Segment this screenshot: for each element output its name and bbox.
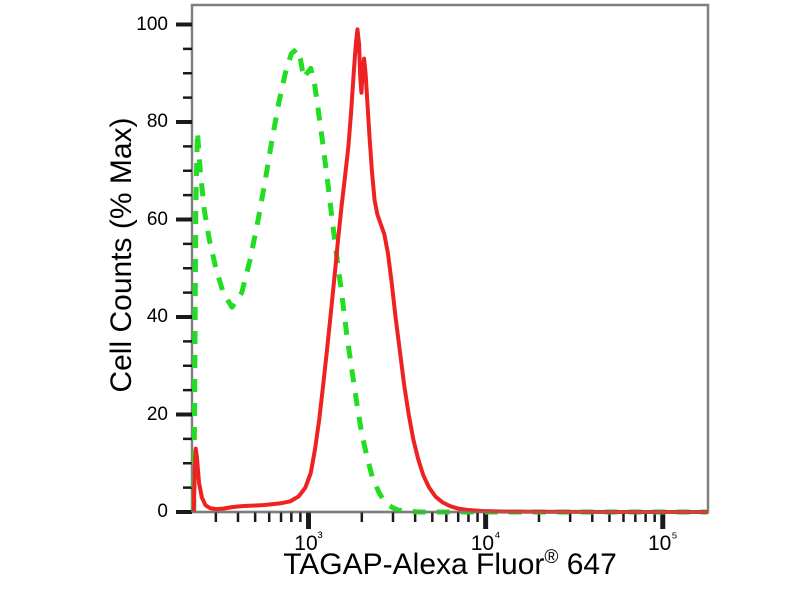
plot-frame (190, 3, 710, 514)
x-axis-title-suffix: 647 (558, 548, 617, 581)
x-axis-title: TAGAP-Alexa Fluor® 647 (190, 548, 710, 582)
y-tick-label: 80 (146, 111, 168, 132)
series-isotype-control (191, 46, 708, 515)
x-axis-title-text: TAGAP-Alexa Fluor (283, 548, 545, 581)
x-tick-exponent: ⁴ (494, 529, 501, 546)
x-tick-base: 10 (470, 532, 495, 555)
y-tick-label: 0 (157, 501, 168, 522)
y-tick-label: 20 (146, 403, 168, 425)
y-tick-label: 100 (136, 13, 168, 35)
x-tick-base: 10 (647, 532, 672, 555)
x-tick-base: 10 (294, 532, 318, 555)
registered-trademark-icon: ® (544, 547, 559, 568)
y-axis-title: Cell Counts (% Max) (105, 117, 138, 393)
series-tagap-stained (191, 27, 708, 514)
x-tick-label: 10³ (273, 529, 343, 556)
y-tick-label: 60 (146, 208, 168, 230)
y-tick-label: 40 (146, 306, 168, 327)
x-tick-label: 10⁵ (628, 529, 698, 556)
x-tick-label: 10⁴ (451, 529, 521, 556)
x-tick-exponent: ³ (317, 529, 323, 546)
x-tick-exponent: ⁵ (671, 529, 678, 546)
